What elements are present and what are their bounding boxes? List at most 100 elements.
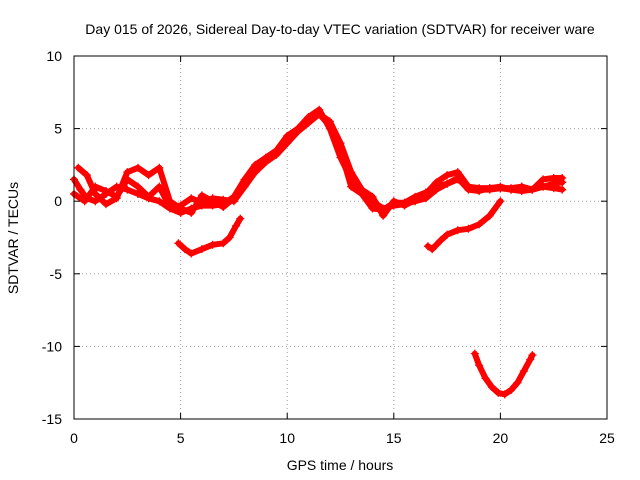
series-line [424, 198, 504, 253]
data-point [187, 208, 196, 217]
chart-title: Day 015 of 2026, Sidereal Day-to-day VTE… [85, 21, 595, 37]
data-point [443, 230, 452, 239]
data-point [526, 355, 535, 364]
data-point [208, 197, 217, 206]
data-point [240, 179, 249, 188]
x-tick-label: 5 [177, 430, 185, 446]
data-point [436, 236, 445, 245]
data-point [470, 349, 479, 358]
y-tick-labels: 10 5 0 -5 -10 -15 [42, 48, 62, 427]
data-point [144, 192, 153, 201]
data-point [315, 110, 324, 119]
y-tick-label: -15 [42, 411, 62, 427]
data-point [528, 185, 537, 194]
data-point [517, 182, 526, 191]
data-point [187, 249, 196, 258]
y-tick-label: -10 [42, 338, 62, 354]
y-tick-label: 0 [54, 193, 62, 209]
data-point [496, 197, 505, 206]
x-axis-label: GPS time / hours [287, 457, 394, 473]
data-point [519, 367, 528, 376]
data-point [379, 205, 388, 214]
data-point [101, 187, 110, 196]
y-tick-label: 10 [46, 48, 62, 64]
data-point [133, 163, 142, 172]
data-point [180, 245, 189, 254]
data-point [272, 147, 281, 156]
data-point [432, 182, 441, 191]
data-point [558, 185, 567, 194]
y-tick-label: 5 [54, 121, 62, 137]
y-axis-label: SDTVAR / TECUs [5, 182, 21, 294]
data-point [507, 385, 516, 394]
data-point [368, 204, 377, 213]
data-point [80, 197, 89, 206]
data-point [539, 175, 548, 184]
data-point [485, 211, 494, 220]
data-point [229, 194, 238, 203]
data-point [475, 361, 484, 370]
data-point [91, 189, 100, 198]
data-point [500, 390, 509, 399]
data-point [236, 214, 245, 223]
data-point [400, 198, 409, 207]
data-point [219, 195, 228, 204]
series-segment-afternoon-dip [423, 197, 505, 254]
data-point [443, 179, 452, 188]
data-point [187, 194, 196, 203]
data-point [74, 163, 83, 172]
data-point [368, 192, 377, 201]
data-point [225, 233, 234, 242]
series-track-c [74, 110, 567, 217]
data-point [421, 188, 430, 197]
data-point [347, 182, 356, 191]
data-series [70, 105, 567, 399]
data-point [453, 173, 462, 182]
data-point [176, 204, 185, 213]
data-point [232, 221, 241, 230]
x-tick-labels: 0 5 10 15 20 25 [70, 430, 615, 446]
data-point [464, 185, 473, 194]
data-point [165, 197, 174, 206]
data-point [91, 197, 100, 206]
data-point [539, 182, 548, 191]
data-point [133, 189, 142, 198]
x-tick-label: 15 [386, 430, 402, 446]
data-point [485, 184, 494, 193]
data-point [155, 163, 164, 172]
data-point [123, 168, 132, 177]
data-point [475, 220, 484, 229]
data-point [453, 226, 462, 235]
data-point [528, 351, 537, 360]
data-point [325, 121, 334, 130]
plot-frame [73, 55, 608, 420]
data-point [144, 171, 153, 180]
data-point [155, 197, 164, 206]
data-point [76, 185, 85, 194]
data-point [475, 187, 484, 196]
x-tick-label: 20 [493, 430, 509, 446]
series-segment-deep-dip [470, 349, 537, 399]
data-point [423, 242, 432, 251]
data-point [283, 136, 292, 145]
data-point [208, 240, 217, 249]
axis-ticks [73, 55, 608, 420]
data-point [496, 182, 505, 191]
data-point [123, 185, 132, 194]
data-point [549, 173, 558, 182]
data-point [487, 383, 496, 392]
data-point [219, 239, 228, 248]
data-point [357, 189, 366, 198]
data-point [219, 203, 228, 212]
data-point [464, 224, 473, 233]
data-point [82, 171, 91, 180]
data-point [174, 239, 183, 248]
data-point [411, 192, 420, 201]
data-point [251, 165, 260, 174]
data-point [101, 200, 110, 209]
data-point [507, 185, 516, 194]
data-point [112, 194, 121, 203]
data-point [432, 240, 441, 249]
data-point [155, 182, 164, 191]
